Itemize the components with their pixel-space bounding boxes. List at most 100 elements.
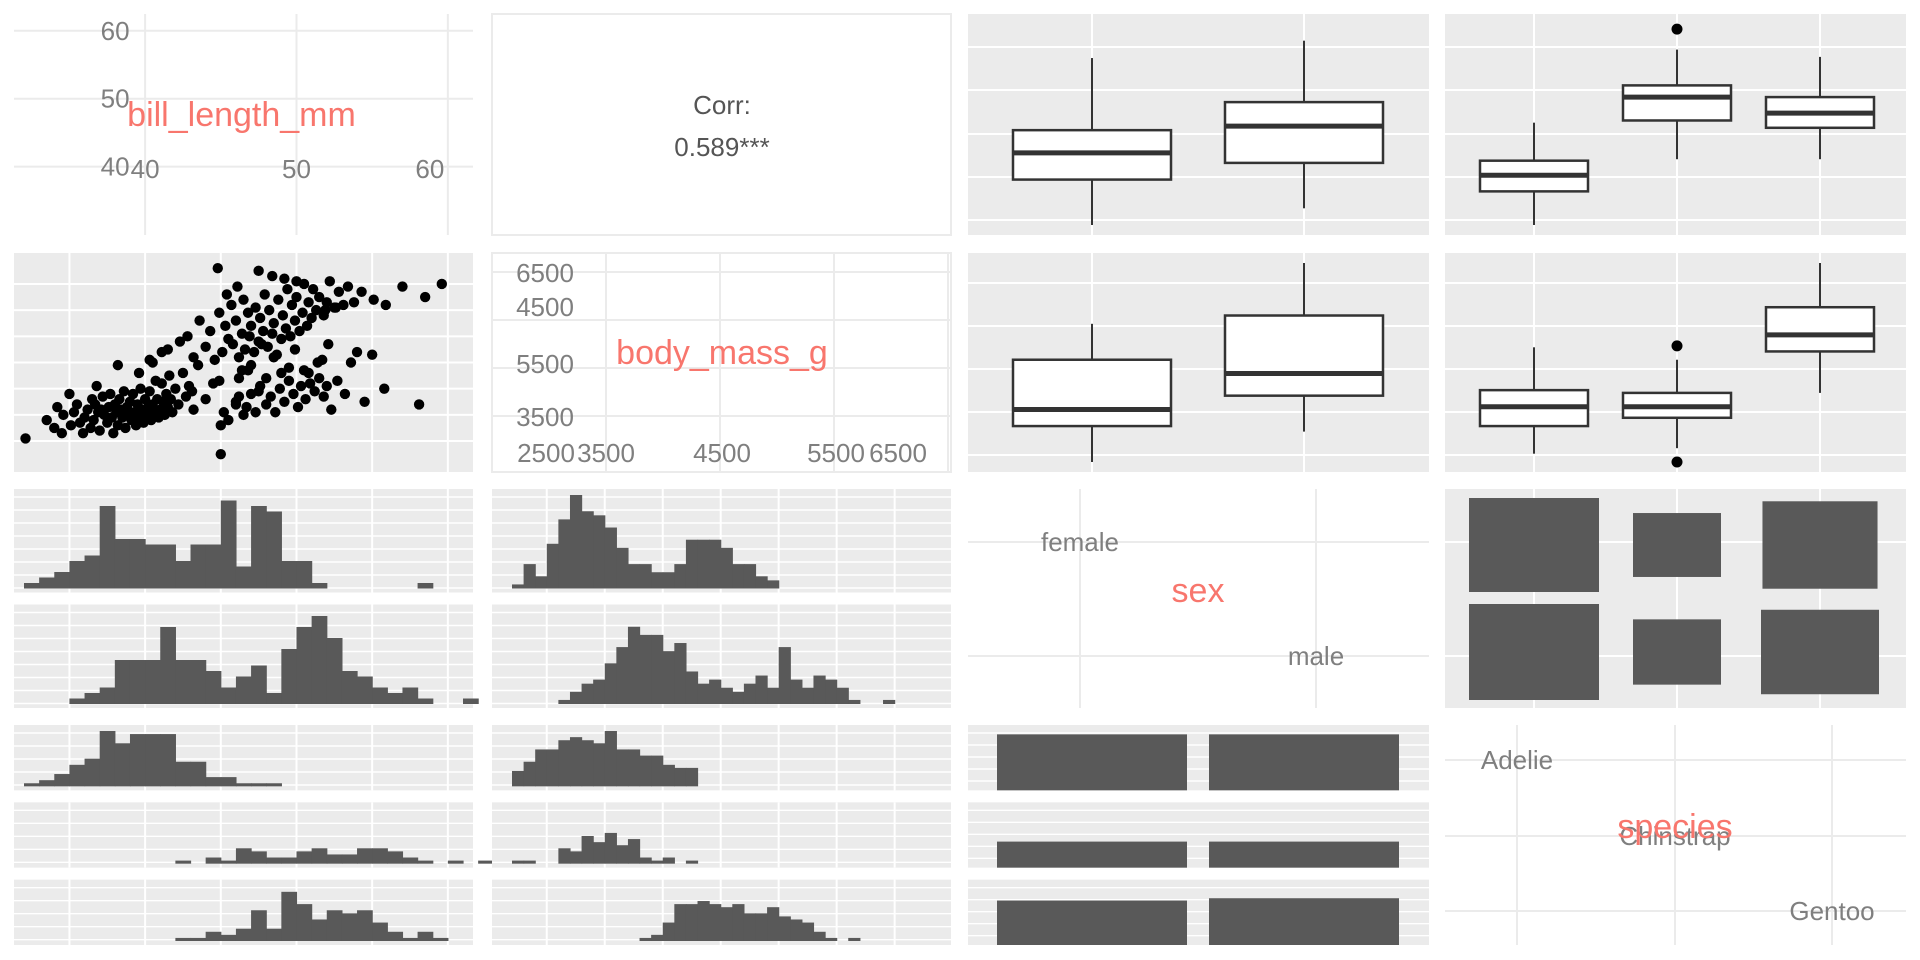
hist-mass-sex-male-bar	[569, 691, 583, 704]
hist-mass-species-chinstrap-bar	[523, 860, 536, 864]
corr-label: Corr:	[693, 90, 751, 120]
hist-mass-sex-female-bar	[674, 564, 687, 589]
hist-bill-sex-male-bar	[311, 616, 328, 704]
hist-mass-sex-male-bar	[697, 683, 710, 704]
hist-mass-sex-male-bar	[732, 691, 745, 704]
scatter-point	[276, 333, 287, 345]
level-label-adelie: Adelie	[1481, 745, 1553, 775]
scatter-point	[238, 409, 249, 421]
hist-mass-species-chinstrap-bar	[581, 836, 594, 864]
x-tick-label: 60	[415, 154, 444, 184]
scatter-point	[217, 346, 228, 358]
scatter-point	[351, 346, 363, 358]
hist-mass-species-adelie-bar	[535, 749, 548, 787]
diag-label-bill-length: bill_length_mm	[127, 96, 356, 134]
hist-bill-species-adelie-bar	[69, 764, 86, 787]
hist-bill-species-adelie-bar	[266, 783, 282, 787]
scatter-point	[273, 294, 284, 305]
hist-mass-sex-female-bar	[639, 564, 652, 589]
scatter-point	[227, 338, 239, 350]
hist-bill-sex-female-bar	[175, 561, 192, 589]
hist-mass-sex-male-bar	[581, 683, 594, 704]
box-mass-species-gentoo-box	[1764, 305, 1876, 353]
hist-bill-species-gentoo-bar	[281, 891, 298, 941]
hist-mass-sex-male-bar	[848, 699, 861, 704]
hist-bill-sex-male-bar	[114, 660, 131, 704]
hist-bill-species-chinstrap-bar	[326, 854, 343, 864]
hist-mass-sex-female-bar	[755, 576, 768, 589]
x-tick-label: 50	[282, 154, 311, 184]
scatter-point	[279, 273, 290, 284]
scatter-point	[282, 283, 293, 295]
hist-bill-species-chinstrap-bar	[341, 854, 358, 864]
scatter-point	[303, 297, 314, 308]
y-tick-label: 4500	[516, 292, 574, 322]
hist-bill-species-adelie-bar	[235, 783, 252, 787]
hist-mass-species-gentoo-bar	[755, 913, 768, 941]
hist-mass-sex-male-bar	[685, 671, 699, 704]
hist-mass-sex-male-bar	[883, 699, 896, 704]
scatter-point	[56, 427, 68, 439]
scatter-point	[214, 375, 225, 387]
scatter-point	[359, 396, 370, 407]
hist-mass-sex-female-bar	[627, 564, 641, 589]
hist-bill-sex-female-bar	[160, 544, 176, 589]
hist-bill-species-adelie-bar	[24, 783, 40, 787]
hist-bill-sex-male-bar	[129, 660, 146, 704]
scatter-point	[279, 396, 290, 407]
scatter-point	[20, 433, 31, 444]
scatter-point	[413, 399, 425, 410]
hist-bill-species-adelie-bar	[175, 761, 192, 787]
box-mass-species-chinstrap-outlier	[1671, 340, 1683, 352]
bar-gentoo-female	[997, 900, 1187, 945]
scatter-point	[291, 291, 302, 303]
scatter-point	[220, 320, 231, 332]
hist-mass-species-adelie-bar	[651, 755, 664, 787]
x-tick-label: 2500	[517, 438, 575, 468]
scatter-point	[230, 315, 242, 326]
scatter-point	[77, 427, 89, 439]
hist-mass-species-chinstrap-bar	[604, 832, 617, 864]
scatter-point	[209, 354, 220, 366]
scatter-point	[289, 315, 301, 326]
hist-bill-species-chinstrap-bar	[175, 860, 192, 864]
scatter-point	[348, 297, 360, 308]
hist-bill-species-chinstrap-bar	[220, 860, 237, 864]
scatter-point	[200, 341, 211, 352]
hist-mass-sex-female-bar	[616, 547, 629, 589]
hist-mass-species-gentoo-bar	[790, 919, 803, 941]
scatter-point	[79, 412, 90, 423]
scatter-point	[318, 391, 329, 402]
hist-mass-species-gentoo-bar	[825, 937, 838, 941]
hist-mass-sex-male-bar	[825, 679, 838, 704]
hist-bill-species-adelie-bar	[145, 734, 161, 787]
hist-bill-species-gentoo-bar	[341, 913, 358, 941]
scatter-point	[215, 448, 226, 460]
hist-mass-species-chinstrap-bar	[616, 845, 629, 864]
hist-bill-sex-male-bar	[281, 649, 298, 704]
scatter-point	[182, 331, 193, 342]
hist-bill-species-chinstrap-bar	[205, 857, 222, 864]
scatter-point	[270, 407, 281, 418]
hist-mass-sex-female-bar	[581, 511, 594, 589]
level-label-chinstrap: Chinstrap	[1619, 821, 1730, 851]
hist-mass-sex-male-bar	[616, 647, 629, 704]
tile-male-gentoo	[1761, 609, 1879, 695]
hist-mass-sex-male-bar	[743, 683, 757, 704]
scatter-point	[250, 302, 261, 313]
scatter-point	[345, 357, 357, 368]
hist-mass-species-gentoo-bar	[848, 937, 861, 941]
hist-bill-species-gentoo-bar	[251, 910, 267, 941]
scatter-point	[261, 373, 272, 384]
scatter-point	[139, 393, 151, 405]
x-tick-label: 40	[131, 154, 160, 184]
tile-female-gentoo	[1762, 501, 1878, 589]
hist-bill-species-gentoo-bar	[432, 937, 449, 941]
scatter-point	[339, 388, 351, 400]
scatter-point	[292, 401, 304, 413]
hist-bill-species-adelie-bar	[205, 777, 222, 787]
hist-bill-species-gentoo-bar	[326, 910, 343, 941]
hist-mass-species-gentoo-bar	[767, 907, 780, 941]
scatter-point	[223, 414, 234, 426]
scatter-point	[333, 286, 345, 298]
